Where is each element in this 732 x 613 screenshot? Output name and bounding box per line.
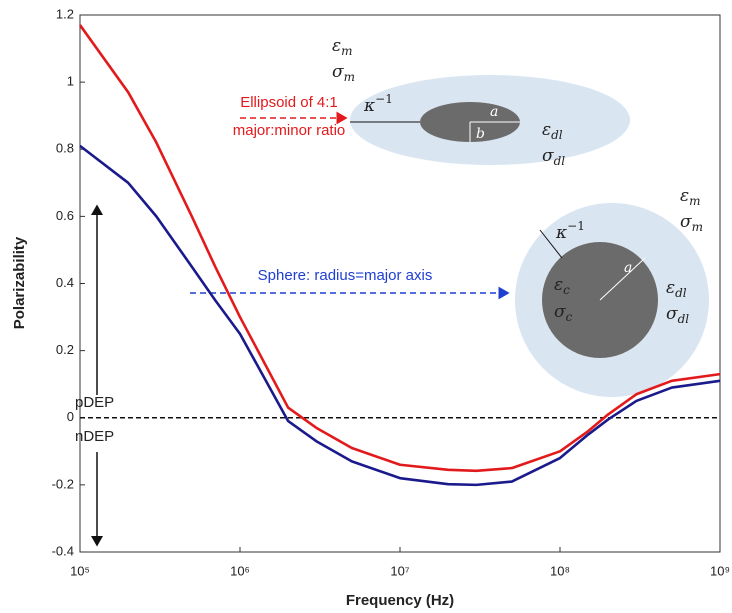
symbol-label: σc (554, 302, 573, 324)
y-tick-label: 0.4 (56, 275, 74, 290)
symbol: ε (666, 278, 675, 298)
x-tick-label: 10⁸ (550, 563, 570, 578)
symbol-subscript: m (344, 70, 355, 84)
ellipsoid-label: Ellipsoid of 4:1 (240, 94, 338, 111)
symbol: σ (680, 212, 692, 232)
y-axis-label: Polarizability (11, 236, 28, 329)
symbol-label: b (476, 126, 485, 142)
y-tick-label: -0.4 (52, 543, 74, 558)
symbol-label: a (624, 260, 632, 276)
series-line (79, 144, 721, 487)
symbol: ε (554, 275, 563, 295)
symbol: a (490, 104, 498, 120)
symbol-label: σm (332, 62, 355, 84)
symbol-label: κ−1 (363, 92, 393, 116)
symbol-subscript: dl (551, 128, 563, 142)
sphere-label: Sphere: radius=major axis (258, 267, 433, 284)
series-line (78, 24, 721, 473)
ndep-label: nDEP (75, 428, 114, 445)
symbol-label: κ−1 (555, 219, 585, 243)
symbol-superscript: −1 (567, 219, 585, 233)
symbol: σ (332, 62, 344, 82)
symbol-label: εdl (542, 120, 563, 142)
symbol-subscript: dl (554, 154, 566, 168)
y-tick-label: 0 (67, 409, 74, 424)
symbol: σ (554, 302, 566, 322)
y-tick-label: 0.8 (56, 141, 74, 156)
symbol: σ (542, 146, 554, 166)
symbol-label: σdl (542, 146, 565, 168)
symbol-superscript: −1 (375, 92, 393, 106)
symbol: a (624, 260, 632, 276)
symbol: σ (666, 304, 678, 324)
symbol-label: εdl (666, 278, 687, 300)
symbol-subscript: m (692, 220, 703, 234)
symbol-subscript: dl (675, 286, 687, 300)
x-tick-label: 10⁷ (390, 563, 409, 578)
y-tick-label: 1 (67, 74, 74, 89)
x-tick-label: 10⁶ (230, 563, 250, 578)
symbol-subscript: m (689, 194, 700, 208)
symbol: κ (363, 96, 375, 116)
y-tick-label: 0.6 (56, 208, 74, 223)
pdep-label: pDEP (75, 394, 114, 411)
ellipsoid-label: major:minor ratio (233, 122, 346, 139)
symbol-label: εm (332, 36, 353, 58)
symbol-label: εm (680, 186, 701, 208)
symbol: ε (542, 120, 551, 140)
symbol-label: a (490, 104, 498, 120)
symbol-subscript: c (566, 310, 573, 324)
y-tick-label: -0.2 (52, 476, 74, 491)
x-axis-label: Frequency (Hz) (346, 592, 454, 609)
y-tick-label: 1.2 (56, 6, 74, 21)
x-tick-label: 10⁹ (710, 563, 730, 578)
symbol-subscript: dl (678, 312, 690, 326)
y-tick-label: 0.2 (56, 342, 74, 357)
sphere-a-line (599, 257, 646, 301)
x-tick-label: 10⁵ (70, 563, 90, 578)
symbol: ε (680, 186, 689, 206)
symbol: b (476, 126, 485, 142)
symbol: ε (332, 36, 341, 56)
symbol-subscript: c (563, 283, 570, 297)
symbol: κ (555, 223, 567, 243)
sphere-kappa-line (539, 229, 563, 259)
symbol-label: σm (680, 212, 703, 234)
symbol-label: εc (554, 275, 570, 297)
symbol-subscript: m (341, 44, 352, 58)
symbol-label: σdl (666, 304, 689, 326)
